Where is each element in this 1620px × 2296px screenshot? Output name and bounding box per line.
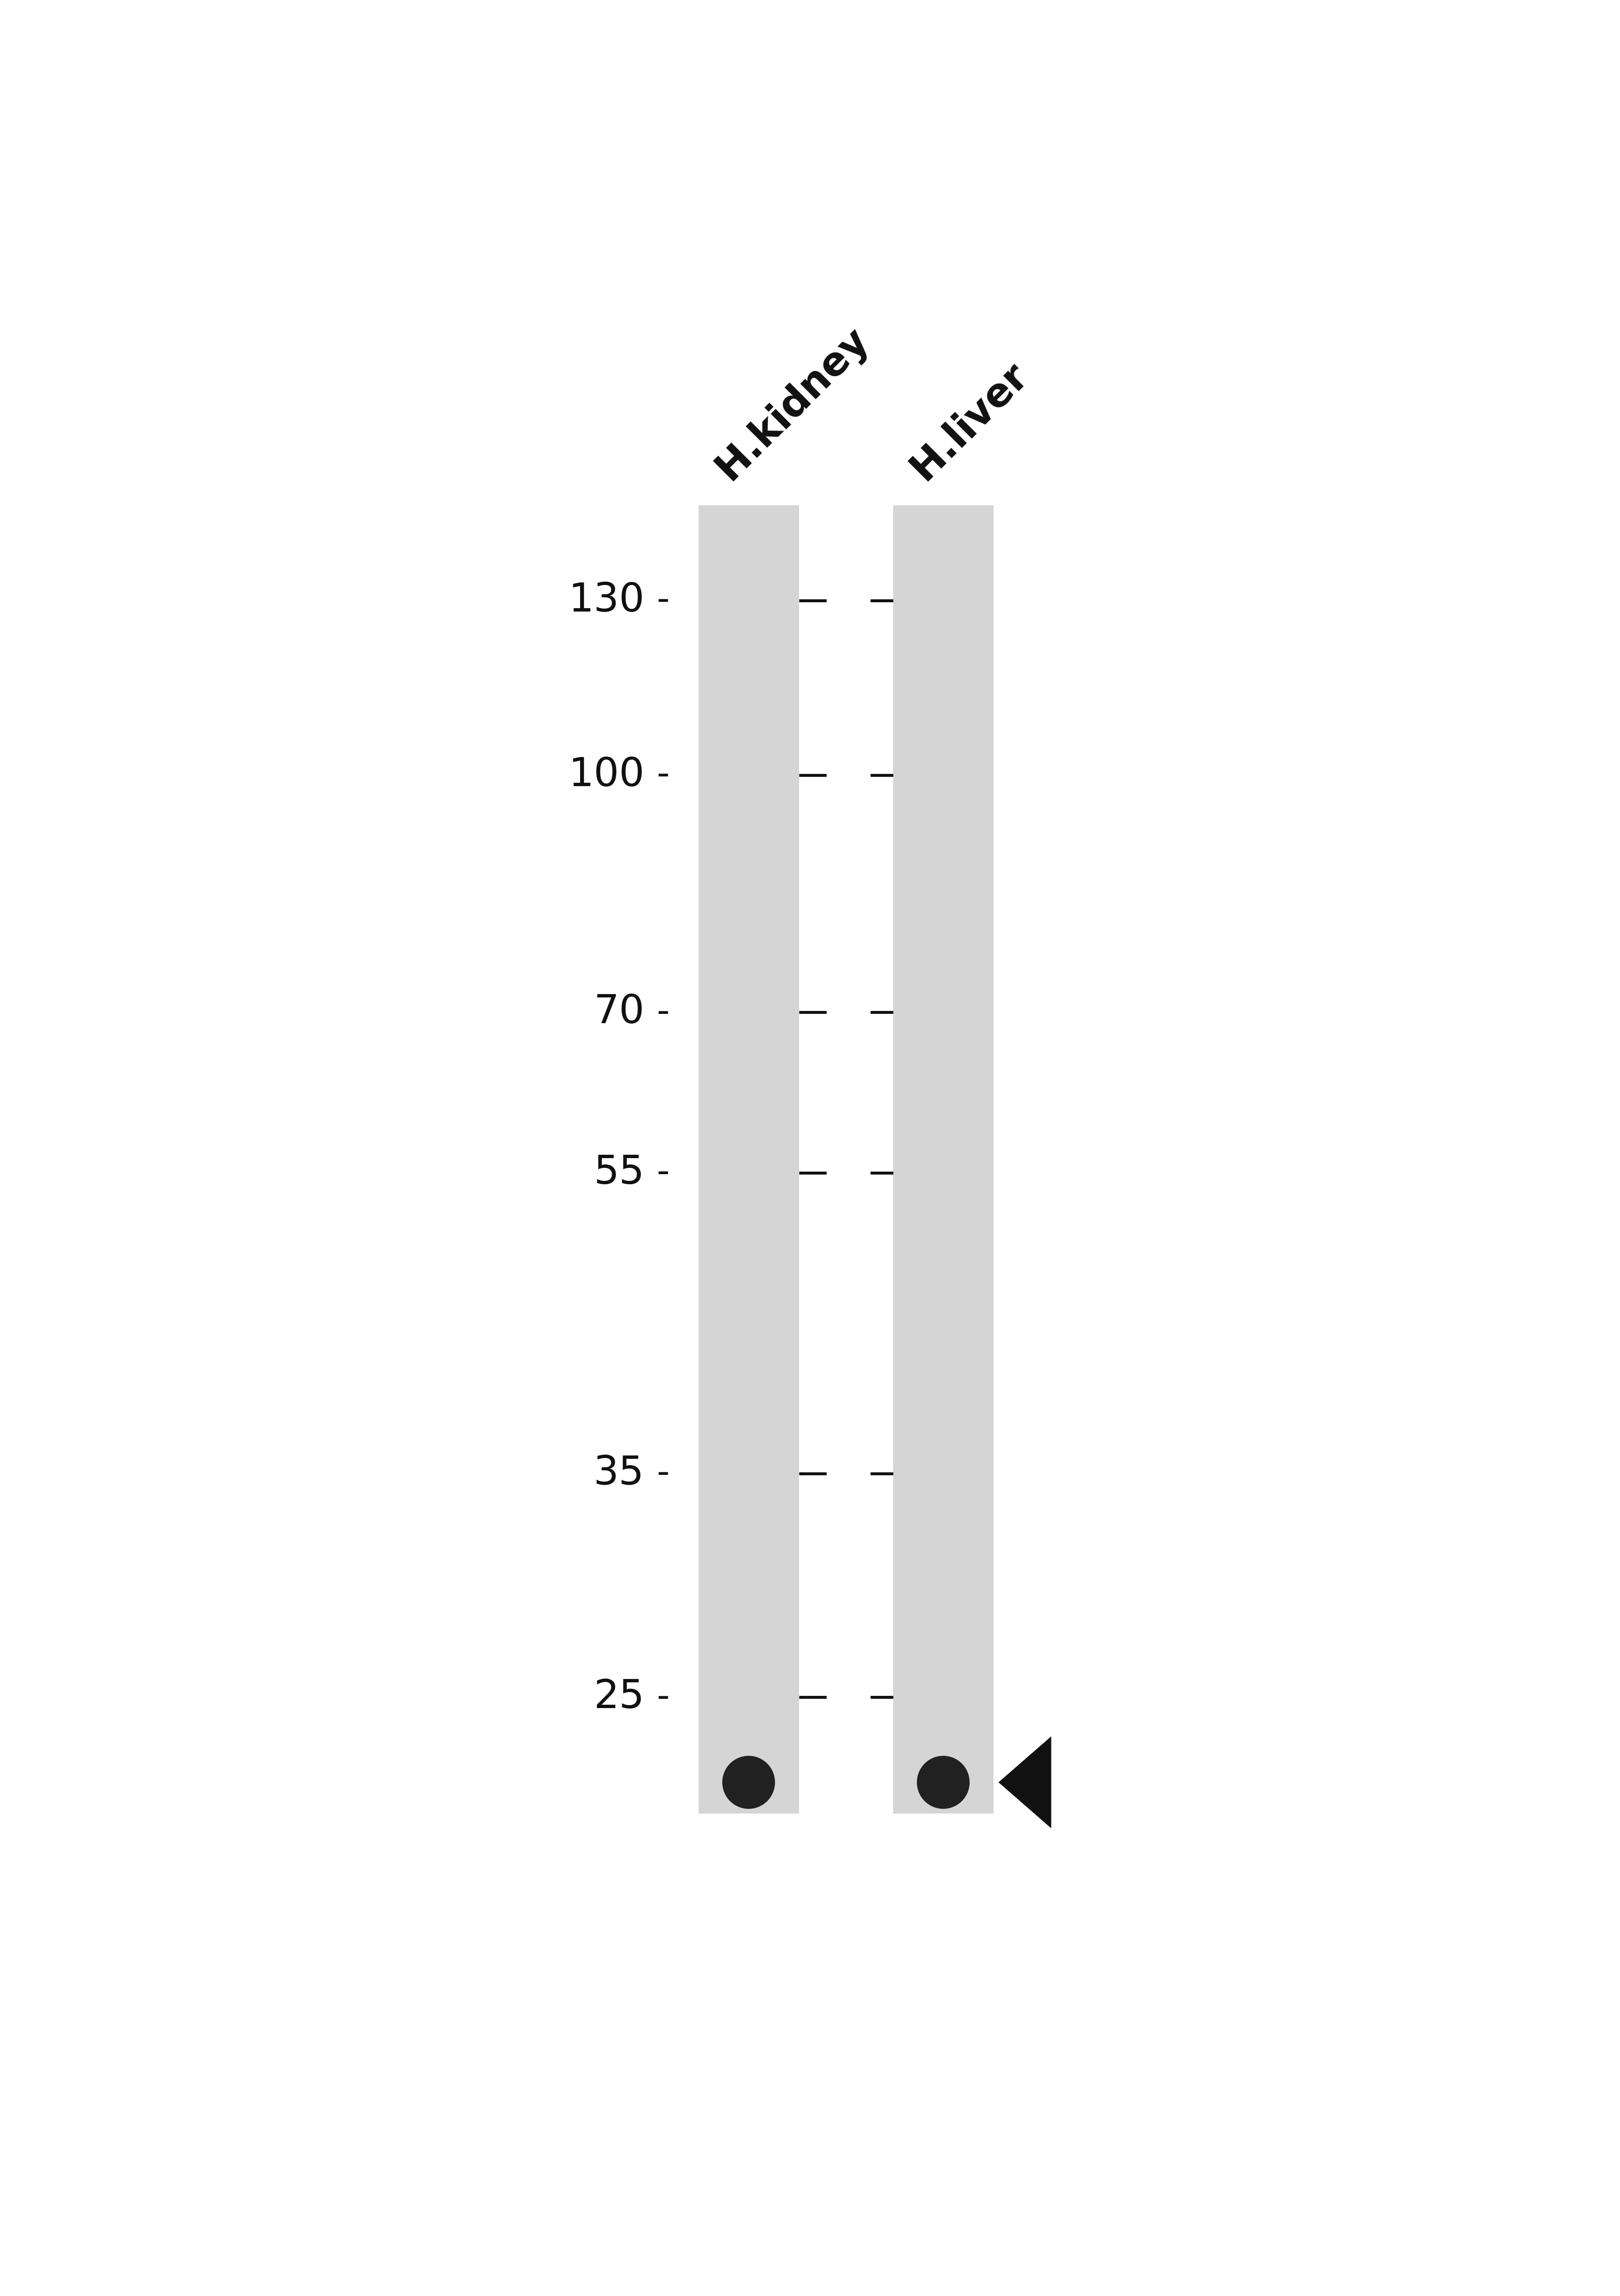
Text: -: - bbox=[658, 1456, 671, 1490]
Text: 25: 25 bbox=[593, 1678, 645, 1717]
Polygon shape bbox=[998, 1736, 1051, 1828]
Text: 35: 35 bbox=[593, 1453, 645, 1492]
Bar bbox=[893, 505, 993, 1814]
Text: -: - bbox=[658, 758, 671, 792]
Text: -: - bbox=[658, 583, 671, 618]
Text: 130: 130 bbox=[569, 581, 645, 620]
Bar bbox=[698, 505, 799, 1814]
Text: -: - bbox=[658, 1155, 671, 1189]
Text: H.kidney: H.kidney bbox=[708, 319, 876, 487]
Text: -: - bbox=[658, 1681, 671, 1715]
Text: 55: 55 bbox=[593, 1153, 645, 1192]
Text: 70: 70 bbox=[593, 992, 645, 1031]
Text: H.liver: H.liver bbox=[904, 356, 1035, 487]
Text: -: - bbox=[658, 994, 671, 1031]
Ellipse shape bbox=[723, 1756, 774, 1809]
Text: 100: 100 bbox=[569, 755, 645, 794]
Ellipse shape bbox=[917, 1756, 970, 1809]
